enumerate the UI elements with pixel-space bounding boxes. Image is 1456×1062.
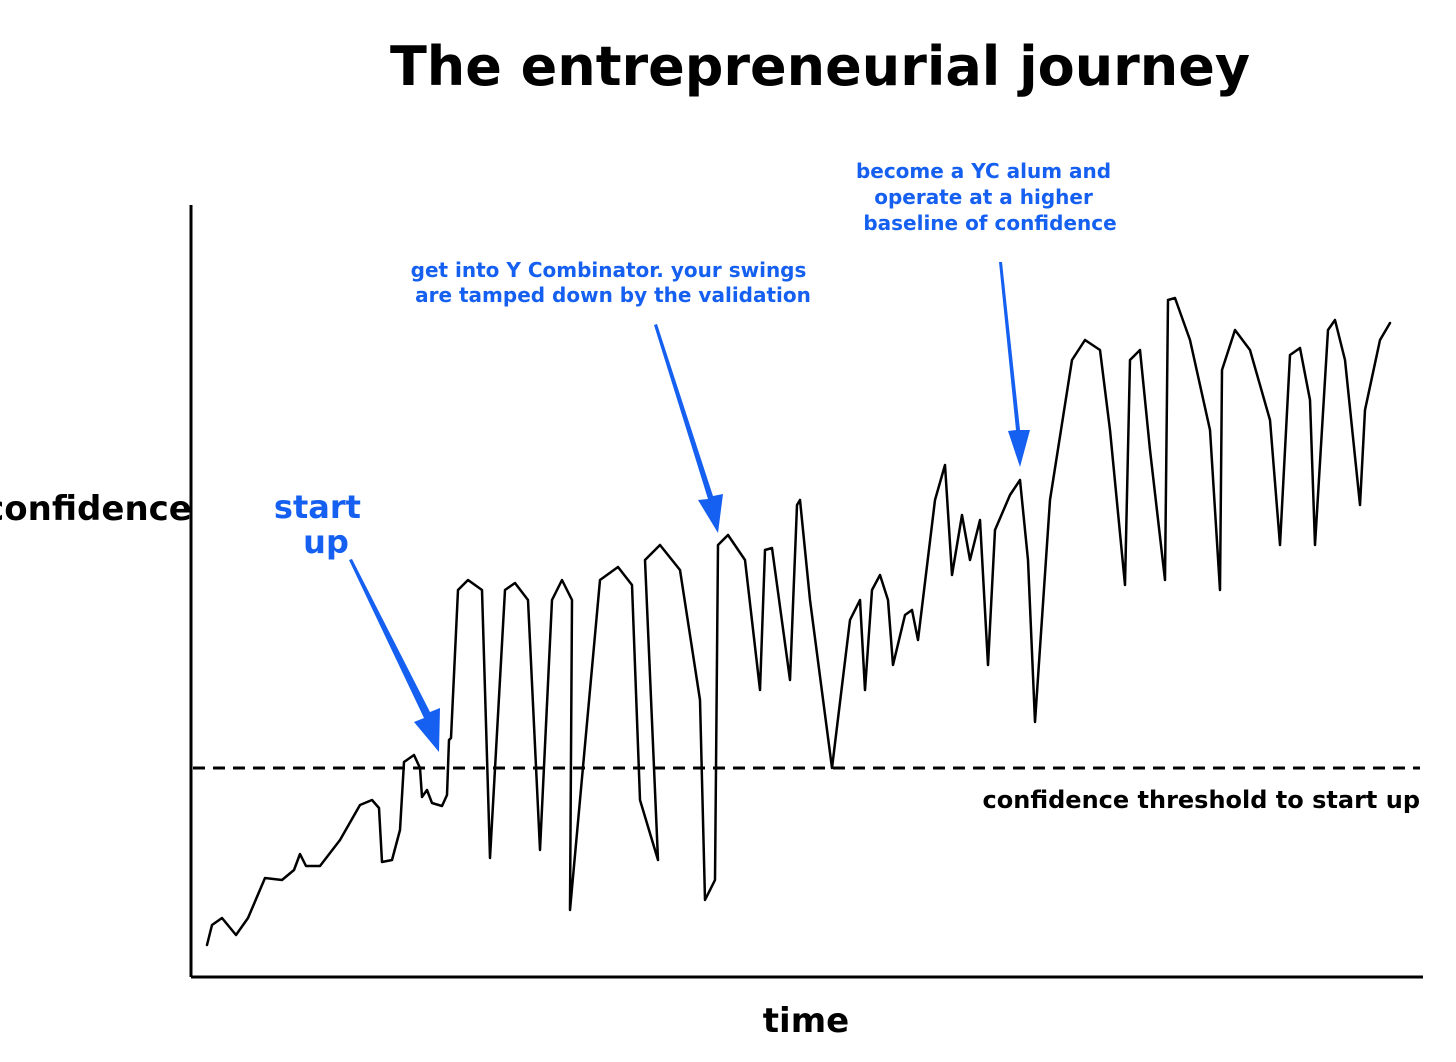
confidence-curve — [205, 296, 1392, 947]
arrows — [349, 262, 1030, 752]
annotation-line: up — [303, 523, 349, 561]
arrow — [999, 262, 1030, 467]
annotation-line: baseline of confidence — [863, 211, 1116, 235]
annotation-line: are tamped down by the validation — [415, 283, 811, 307]
annotation-line: operate at a higher — [874, 185, 1093, 209]
annotation-line: start — [274, 488, 361, 526]
y-axis-label: confidence — [0, 489, 192, 529]
annotation: get into Y Combinator. your swings are t… — [411, 258, 814, 307]
annotation-line: become a YC alum and — [856, 159, 1111, 183]
threshold-label: confidence threshold to start up — [983, 786, 1420, 814]
annotation: become a YC alum and operate at a higher… — [856, 159, 1118, 235]
annotation: start up — [274, 488, 372, 561]
annotation-line: get into Y Combinator. your swings — [411, 258, 807, 282]
arrow — [349, 559, 440, 752]
title: The entrepreneurial journey — [390, 35, 1250, 98]
x-axis-label: time — [763, 1001, 849, 1041]
arrow — [654, 324, 723, 533]
